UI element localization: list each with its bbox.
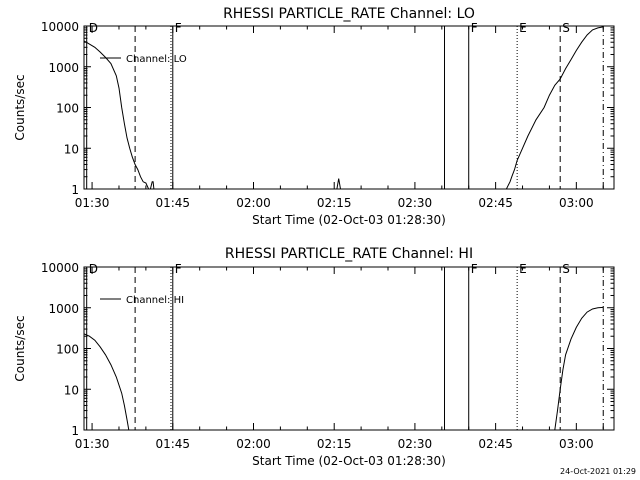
legend-label: Channel: HI bbox=[126, 295, 184, 306]
event-marker-label: D bbox=[89, 262, 98, 276]
event-marker-label: S bbox=[562, 262, 570, 276]
y-axis-label: Counts/sec bbox=[13, 315, 27, 381]
y-tick-label: 10000 bbox=[41, 20, 79, 34]
event-marker-label: E bbox=[519, 262, 527, 276]
x-tick-label: 01:45 bbox=[155, 196, 190, 210]
data-series-line bbox=[336, 178, 341, 189]
event-marker-label: F bbox=[471, 21, 478, 35]
y-axis-label: Counts/sec bbox=[13, 74, 27, 140]
x-tick-label: 01:30 bbox=[75, 437, 110, 451]
y-tick-label: 100 bbox=[56, 343, 79, 357]
y-tick-label: 1 bbox=[71, 424, 79, 438]
x-tick-label: 02:00 bbox=[236, 437, 271, 451]
event-marker-label: F bbox=[471, 262, 478, 276]
x-tick-label: 02:15 bbox=[317, 196, 352, 210]
x-tick-label: 02:45 bbox=[478, 196, 513, 210]
date-stamp: 24-Oct-2021 01:29 bbox=[560, 467, 636, 476]
data-series-line bbox=[505, 26, 604, 189]
y-tick-label: 1 bbox=[71, 183, 79, 197]
data-series-line bbox=[84, 333, 130, 430]
event-marker-label: D bbox=[89, 21, 98, 35]
x-tick-label: 01:45 bbox=[155, 437, 190, 451]
data-series-line bbox=[84, 40, 150, 189]
data-series-line bbox=[554, 306, 604, 430]
plot-frame bbox=[83, 25, 615, 190]
x-tick-label: 02:30 bbox=[398, 437, 433, 451]
panel-hi: RHESSI PARTICLE_RATE Channel: HI Counts/s… bbox=[13, 246, 615, 468]
y-tick-label: 100 bbox=[56, 102, 79, 116]
x-tick-label: 02:45 bbox=[478, 437, 513, 451]
y-tick-label: 10 bbox=[64, 142, 79, 156]
x-tick-label: 02:00 bbox=[236, 196, 271, 210]
x-tick-label: 02:30 bbox=[398, 196, 433, 210]
y-tick-label: 10000 bbox=[41, 261, 79, 275]
plot-frame bbox=[83, 266, 615, 431]
event-marker-label: F bbox=[175, 262, 182, 276]
y-tick-label: 1000 bbox=[48, 61, 79, 75]
x-tick-label: 03:00 bbox=[559, 437, 594, 451]
x-tick-label: 02:15 bbox=[317, 437, 352, 451]
chart-title: RHESSI PARTICLE_RATE Channel: LO bbox=[223, 6, 475, 22]
x-tick-label: 03:00 bbox=[559, 196, 594, 210]
x-axis-label: Start Time (02-Oct-03 01:28:30) bbox=[252, 454, 446, 468]
y-tick-label: 1000 bbox=[48, 302, 79, 316]
event-marker-label: S bbox=[562, 21, 570, 35]
event-marker-label: E bbox=[519, 21, 527, 35]
x-axis-label: Start Time (02-Oct-03 01:28:30) bbox=[252, 213, 446, 227]
legend-label: Channel: LO bbox=[126, 54, 187, 65]
panel-lo: RHESSI PARTICLE_RATE Channel: LO Counts/s… bbox=[13, 6, 615, 227]
event-marker-label: F bbox=[175, 21, 182, 35]
chart-title: RHESSI PARTICLE_RATE Channel: HI bbox=[225, 246, 473, 262]
y-tick-label: 10 bbox=[64, 383, 79, 397]
data-series-line bbox=[149, 181, 155, 189]
x-tick-label: 01:30 bbox=[75, 196, 110, 210]
